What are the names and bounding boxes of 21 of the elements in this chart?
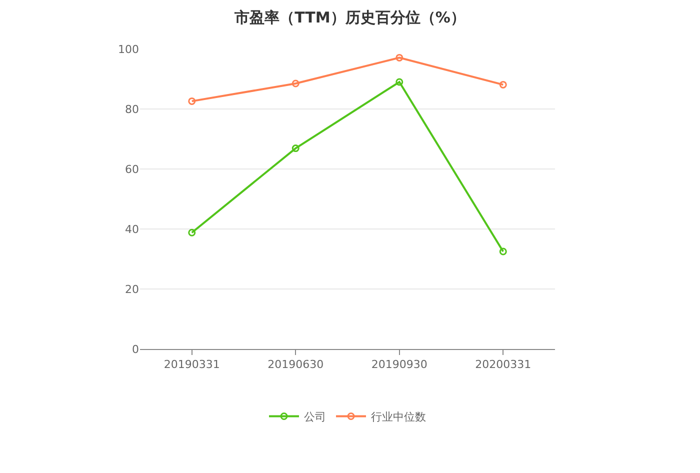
point bbox=[396, 78, 404, 86]
y-tick-label: 80 bbox=[125, 102, 139, 116]
y-tick-label: 40 bbox=[125, 222, 139, 236]
point bbox=[188, 228, 196, 236]
point bbox=[499, 80, 507, 88]
legend-label: 行业中位数 bbox=[371, 410, 426, 424]
point bbox=[188, 97, 196, 105]
point bbox=[292, 144, 300, 152]
y-tick-label: 20 bbox=[125, 282, 139, 296]
x-tick-label: 20200331 bbox=[475, 358, 532, 372]
x-tick-label: 20190930 bbox=[371, 358, 428, 372]
point bbox=[292, 80, 300, 88]
point bbox=[499, 248, 507, 256]
x-tick-label: 20190331 bbox=[164, 358, 220, 372]
y-tick-label: 0 bbox=[132, 342, 139, 356]
y-tick-label: 60 bbox=[125, 162, 139, 176]
legend-label: 公司 bbox=[304, 410, 326, 424]
y-tick-label: 100 bbox=[118, 42, 139, 56]
x-tick-label: 20190630 bbox=[268, 358, 324, 372]
chart-title: 市盈率（TTM）历史百分位（%） bbox=[234, 8, 466, 26]
point bbox=[396, 54, 404, 62]
